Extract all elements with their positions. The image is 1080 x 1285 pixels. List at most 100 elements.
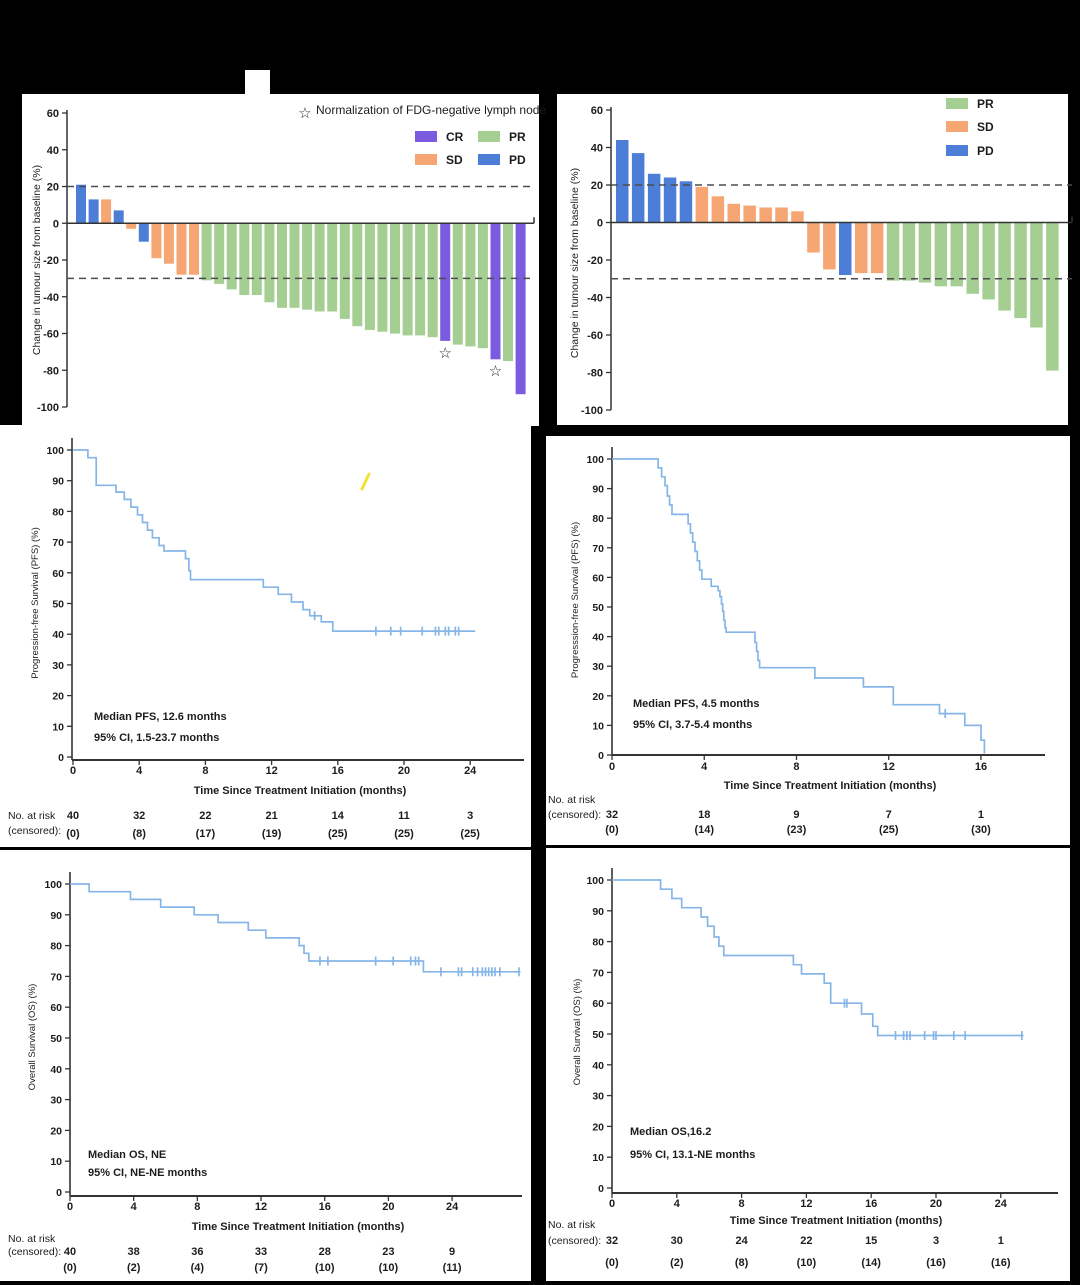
waterfall-bar-pr: [452, 223, 463, 345]
at-risk-count: 30: [671, 1235, 683, 1247]
waterfall-bar-sd: [791, 211, 804, 223]
waterfall-bar-pr: [314, 223, 325, 312]
waterfall-bar-pr: [427, 223, 438, 338]
x-tick-label: 24: [446, 1201, 459, 1213]
legend-swatch-pr: [478, 131, 500, 142]
waterfall-bar-pr: [1014, 222, 1027, 319]
panel-os-b: [546, 848, 1070, 1281]
waterfall-bar-pr: [982, 222, 995, 300]
censored-count: (16): [991, 1257, 1011, 1269]
star-marker: ☆: [489, 363, 502, 380]
legend-swatch-pr: [946, 98, 968, 109]
x-tick-label: 8: [793, 761, 799, 773]
at-risk-count: 14: [332, 810, 345, 822]
y-tick-label: 100: [44, 879, 62, 891]
y-tick-label: 50: [52, 599, 64, 611]
waterfall-bar-pr: [465, 223, 476, 347]
y-tick-label: -60: [43, 329, 59, 341]
censored-count: (23): [787, 824, 807, 836]
waterfall-bar-cr: [440, 223, 451, 341]
waterfall-bar-sd: [695, 186, 709, 223]
censored-count: (10): [379, 1262, 399, 1274]
y-tick-label: 10: [52, 721, 64, 733]
y-axis-title: Progression-free Survival (PFS) (%): [30, 527, 41, 679]
y-tick-label: 60: [592, 998, 604, 1010]
at-risk-count: 28: [319, 1246, 331, 1258]
censored-count: (25): [460, 828, 480, 840]
censored-count: (14): [861, 1257, 881, 1269]
y-tick-label: 90: [50, 910, 62, 922]
survival-curve: [70, 883, 521, 973]
waterfall-bar-sd: [855, 222, 868, 274]
waterfall-bar-cr: [490, 223, 501, 360]
y-tick-label: 100: [586, 454, 604, 466]
x-tick-label: 0: [67, 1201, 73, 1213]
at-risk-count: 3: [467, 810, 473, 822]
legend-swatch-pd: [478, 154, 500, 165]
at-risk-count: 32: [606, 1235, 618, 1247]
waterfall-bar-sd: [101, 199, 112, 224]
y-tick-label: 40: [591, 143, 603, 155]
waterfall-bar-pr: [402, 223, 413, 336]
x-tick-label: 12: [800, 1198, 812, 1210]
waterfall-bar-sd: [189, 223, 199, 275]
censored-count: (14): [694, 824, 714, 836]
censored-count: (25): [879, 824, 899, 836]
y-tick-label: 20: [591, 180, 603, 192]
y-tick-label: 20: [592, 691, 604, 703]
waterfall-bar-pr: [226, 223, 237, 290]
at-risk-count: 15: [865, 1235, 877, 1247]
y-tick-label: -20: [587, 255, 603, 267]
waterfall-bar-pd: [663, 177, 677, 223]
waterfall-bar-pd: [839, 222, 852, 275]
x-tick-label: 4: [674, 1198, 681, 1210]
y-tick-label: -20: [43, 255, 59, 267]
risk-table-label: No. at risk: [548, 1219, 596, 1231]
yellow-slash: [360, 472, 371, 491]
waterfall-bar-sd: [823, 222, 836, 270]
waterfall-bar-sd: [775, 207, 788, 223]
waterfall-bar-sd: [727, 203, 740, 223]
y-tick-label: 50: [50, 1033, 62, 1045]
x-tick-label: 20: [382, 1201, 394, 1213]
y-tick-label: 100: [586, 875, 604, 887]
waterfall-bar-pr: [327, 223, 338, 312]
legend-swatch-cr: [415, 131, 437, 142]
y-tick-label: 0: [53, 218, 59, 230]
censored-count: (30): [971, 824, 991, 836]
censored-count: (4): [191, 1262, 205, 1274]
at-risk-count: 18: [698, 809, 710, 821]
y-tick-label: 60: [591, 105, 603, 117]
y-tick-label: 20: [50, 1125, 62, 1137]
censored-count: (10): [315, 1262, 335, 1274]
panel-pfs-a: [0, 425, 531, 847]
x-tick-label: 16: [865, 1198, 877, 1210]
y-tick-label: 40: [52, 629, 64, 641]
panel-pfs-b: [546, 436, 1070, 845]
median-annotation: Median PFS, 4.5 months: [633, 698, 760, 710]
y-tick-label: 10: [50, 1156, 62, 1168]
x-tick-label: 0: [609, 761, 615, 773]
y-tick-label: 80: [592, 937, 604, 949]
y-tick-label: 0: [598, 750, 604, 762]
waterfall-bar-sd: [126, 223, 137, 229]
y-tick-label: 80: [52, 506, 64, 518]
at-risk-count: 33: [255, 1246, 267, 1258]
y-tick-label: 80: [592, 513, 604, 525]
y-axis-title: Overall Survival (OS) (%): [27, 984, 38, 1091]
waterfall-bar-pr: [339, 223, 350, 319]
legend-swatch-pd: [946, 145, 968, 156]
risk-table-label: (censored):: [8, 825, 61, 837]
median-annotation: 95% CI, NE-NE months: [88, 1167, 207, 1179]
waterfall-bar-pd: [88, 199, 99, 224]
waterfall-bar-pr: [352, 223, 363, 327]
x-tick-label: 4: [701, 761, 708, 773]
y-tick-label: 10: [592, 720, 604, 732]
y-tick-label: 100: [46, 445, 64, 457]
y-axis-title: Overall Survival (OS) (%): [572, 979, 583, 1086]
risk-table-label: (censored):: [548, 809, 601, 821]
